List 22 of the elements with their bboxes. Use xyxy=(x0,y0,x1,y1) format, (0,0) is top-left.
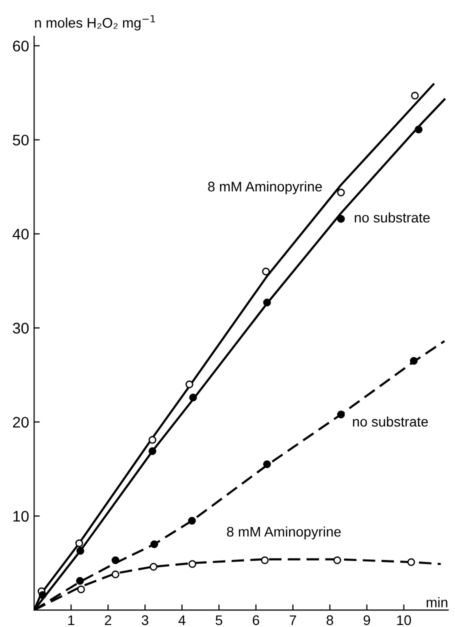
x-tick-label: 8 xyxy=(326,615,334,626)
y-tick-label: 30 xyxy=(12,322,29,334)
x-tick-label: 6 xyxy=(252,615,260,626)
x-tick-label: 9 xyxy=(364,615,370,626)
y-tick-label: 10 xyxy=(13,510,29,522)
x-tick-label: 1 xyxy=(68,615,74,625)
x-tick-label: 5 xyxy=(216,615,222,626)
x-tick-label: 3 xyxy=(142,615,148,626)
x-axis-title: min xyxy=(426,597,448,608)
x-tick-label: 4 xyxy=(178,615,186,625)
y-tick-label: 40 xyxy=(12,228,29,240)
y-tick-label: 60 xyxy=(13,40,29,52)
series-label: 8 mM Aminopyrine xyxy=(226,526,341,540)
y-tick-label: 50 xyxy=(12,134,29,146)
y-tick-label: 20 xyxy=(13,416,29,428)
series-label: 8 mM Aminopyrine xyxy=(208,181,322,194)
y-axis-title: n moles H₂O₂ mg$^{−1}$ xyxy=(35,15,155,30)
series-label: no substrate xyxy=(352,416,428,427)
x-tick-label: 7 xyxy=(290,615,296,625)
x-tick-label: 10 xyxy=(397,615,411,626)
x-tick-label: 2 xyxy=(104,615,112,625)
series-label: no substrate xyxy=(354,212,430,223)
